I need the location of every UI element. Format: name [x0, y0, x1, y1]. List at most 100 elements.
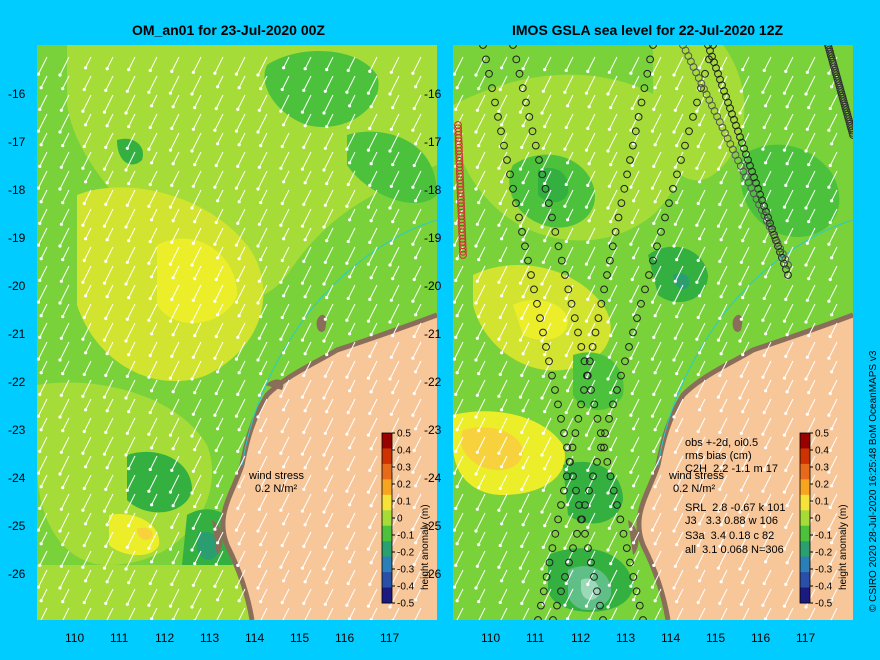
wind-arrow: [652, 208, 662, 225]
wind-arrow: [346, 341, 356, 358]
wind-arrow: [388, 189, 400, 210]
track-point: [515, 213, 523, 222]
wind-arrow: [650, 341, 662, 361]
wind-arrow: [520, 246, 530, 263]
wind-arrow: [412, 151, 422, 168]
wind-arrow: [587, 607, 596, 620]
wind-arrow: [411, 113, 422, 132]
wind-arrow: [718, 588, 728, 606]
wind-arrow: [761, 531, 772, 550]
wind-arrow: [234, 398, 246, 418]
wind-arrow: [698, 56, 706, 70]
wind-arrow: [237, 474, 246, 489]
wind-arrow: [62, 607, 70, 620]
wind-arrow: [785, 379, 794, 394]
wind-arrow: [171, 436, 180, 451]
wind-arrow: [348, 550, 356, 564]
wind-arrow: [81, 493, 92, 512]
track-point: [542, 343, 550, 351]
obs-row: all 3.1 0.068 N=306: [685, 544, 784, 556]
wind-arrow: [675, 531, 684, 547]
track-point: [564, 285, 573, 294]
wind-arrow: [805, 56, 816, 74]
wind-arrow: [520, 474, 530, 491]
wind-arrow: [322, 550, 334, 571]
wind-arrow: [125, 303, 136, 321]
wind-arrow: [104, 474, 114, 491]
wind-arrow: [411, 398, 422, 417]
wind-arrow: [718, 360, 728, 377]
wind-arrow: [193, 265, 202, 281]
wind-arrow: [191, 398, 202, 416]
wind-arrow: [127, 227, 136, 243]
lat-tick-label: -19: [424, 231, 442, 245]
wind-arrow: [105, 56, 114, 71]
wind-arrow: [673, 94, 684, 112]
wind-arrow: [564, 341, 574, 358]
wind-arrow: [587, 550, 596, 565]
wind-arrow: [279, 208, 290, 227]
wind-arrow: [366, 189, 378, 209]
wind-arrow: [345, 474, 356, 493]
track-point: [590, 400, 599, 409]
wind-arrow: [782, 417, 794, 437]
wind-arrow: [280, 75, 290, 92]
wind-arrow: [518, 94, 530, 114]
wind-arrow: [716, 436, 728, 456]
track-point: [584, 544, 592, 553]
lat-tick-label: -21: [424, 327, 442, 341]
colorbar-tick-label: 0.2: [815, 480, 829, 491]
wind-arrow: [500, 607, 508, 620]
wind-arrow: [564, 113, 574, 130]
wind-arrow: [720, 607, 728, 620]
track-point: [649, 256, 657, 265]
wind-arrow: [81, 208, 92, 227]
track-point: [603, 458, 612, 466]
colorbar-tick-label: 0.5: [397, 429, 411, 440]
wind-arrow: [191, 170, 202, 188]
track-point: [593, 414, 602, 423]
wind-arrow: [652, 265, 662, 282]
wind-arrow: [216, 75, 224, 89]
wind-arrow: [741, 398, 750, 414]
wind-arrow: [125, 360, 136, 378]
wind-arrow: [216, 474, 224, 488]
wind-arrow: [477, 189, 486, 205]
wind-arrow: [764, 493, 772, 507]
wind-arrow: [739, 588, 750, 606]
wind-arrow: [105, 341, 114, 356]
wind-arrow: [675, 417, 684, 433]
wind-arrow: [520, 417, 530, 434]
wind-arrow: [584, 531, 596, 551]
wind-arrow: [368, 56, 378, 73]
wind-arrow: [414, 246, 422, 260]
wind-arrow: [84, 512, 92, 526]
wind-arrow: [346, 170, 356, 187]
wind-arrow: [412, 265, 422, 282]
wind-arrow: [455, 474, 464, 489]
wind-arrow: [477, 588, 486, 604]
wind-arrow: [170, 455, 180, 472]
wind-arrow: [586, 113, 596, 130]
wind-arrow: [587, 94, 596, 109]
wind-arrow: [741, 113, 750, 129]
wind-arrow: [303, 113, 312, 128]
wind-arrow: [500, 56, 508, 70]
wind-arrow: [518, 265, 530, 285]
wind-arrow: [762, 113, 772, 130]
wind-arrow: [300, 379, 312, 399]
wind-arrow: [827, 113, 838, 132]
wind-arrow: [388, 75, 400, 96]
wind-arrow: [366, 531, 378, 551]
wind-arrow: [478, 607, 486, 620]
wind-arrow: [368, 569, 378, 587]
wind-arrow: [190, 417, 202, 438]
wind-arrow: [540, 265, 552, 286]
wind-arrow: [455, 588, 464, 603]
wind-arrow: [237, 246, 246, 261]
wind-arrow: [828, 322, 838, 339]
wind-arrow: [216, 588, 224, 602]
wind-arrow: [282, 284, 290, 298]
wind-arrow: [739, 189, 750, 207]
wind-arrow: [584, 75, 596, 95]
